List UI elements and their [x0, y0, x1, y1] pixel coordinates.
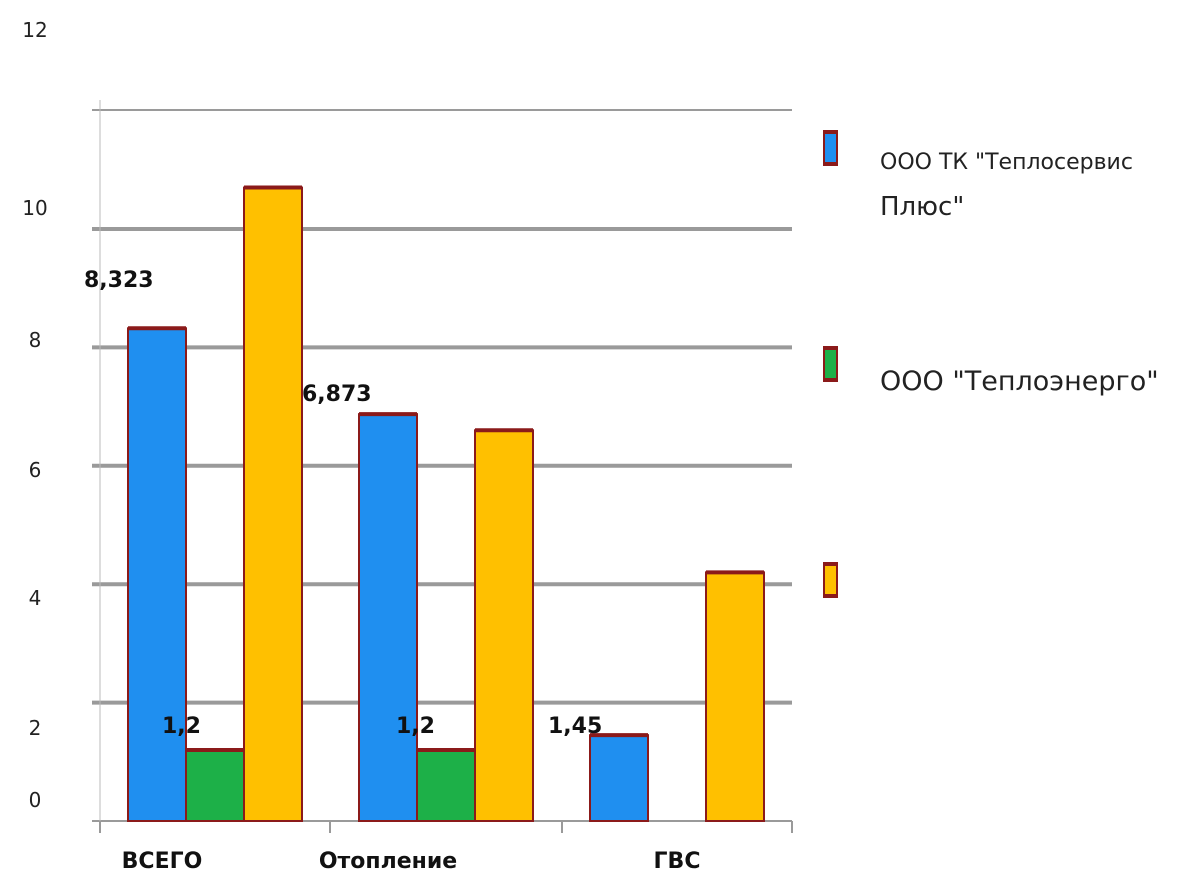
- legend-label-series-1-line-1: ООО ТК "Теплосервис: [880, 150, 1133, 175]
- legend-label-series-2: ООО "Теплоэнерго": [880, 366, 1159, 397]
- data-label: 1,2: [162, 714, 201, 739]
- bars: [127, 185, 765, 823]
- bar-series-3: [705, 571, 765, 822]
- y-tick-label: 2: [29, 716, 42, 740]
- y-tick-label: 8: [29, 328, 42, 352]
- y-tick-label: 6: [29, 458, 42, 482]
- y-tick-label: 10: [22, 196, 47, 220]
- gridlines: [92, 109, 792, 705]
- data-labels: 8,323 6,873 1,45 1,2 1,2: [84, 268, 602, 739]
- legend-swatch-series-1: [823, 130, 838, 166]
- bar-series-2: [185, 748, 245, 823]
- bar-series-1: [589, 734, 649, 822]
- data-label: 1,45: [548, 714, 602, 739]
- data-label: 8,323: [84, 268, 154, 293]
- data-label: 6,873: [302, 382, 372, 407]
- bar-series-2: [416, 748, 476, 823]
- bar-series-1: [358, 413, 418, 822]
- bar-series-3: [243, 186, 303, 822]
- x-tick-label: ВСЕГО: [122, 849, 203, 874]
- data-label: 1,2: [396, 714, 435, 739]
- legend-swatch-series-3: [823, 562, 838, 598]
- bar-series-3: [474, 429, 534, 822]
- legend-swatch-series-2: [823, 346, 838, 382]
- x-tick-labels: ВСЕГО Отопление ГВС: [122, 849, 701, 874]
- x-tick-label: ГВС: [654, 849, 701, 874]
- y-tick-label: 0: [29, 788, 42, 812]
- y-tick-label: 4: [29, 586, 42, 610]
- y-tick-label: 12: [22, 18, 47, 42]
- x-tick-label: Отопление: [319, 849, 457, 874]
- bar-series-1: [127, 327, 187, 822]
- legend-label-series-1-line-2: Плюс": [880, 192, 965, 222]
- y-tick-labels: 0 2 4 6 8 10 12: [22, 18, 47, 812]
